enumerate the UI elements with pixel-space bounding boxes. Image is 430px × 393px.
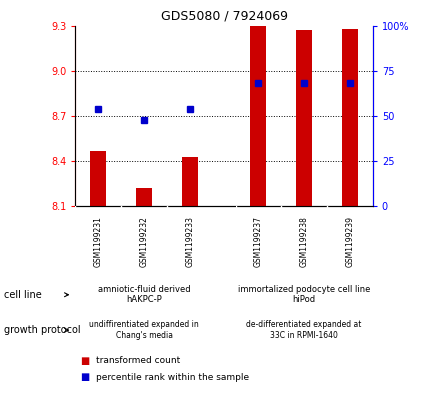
Text: amniotic-fluid derived
hAKPC-P: amniotic-fluid derived hAKPC-P (98, 285, 190, 305)
Text: ■: ■ (80, 356, 89, 366)
Text: GSM1199237: GSM1199237 (253, 216, 262, 267)
Text: GSM1199233: GSM1199233 (185, 216, 194, 267)
Bar (90, 151, 106, 206)
Text: GSM1199232: GSM1199232 (139, 216, 148, 267)
Text: de-differentiated expanded at
33C in RPMI-1640: de-differentiated expanded at 33C in RPM… (246, 320, 361, 340)
Text: percentile rank within the sample: percentile rank within the sample (96, 373, 249, 382)
Title: GDS5080 / 7924069: GDS5080 / 7924069 (160, 10, 287, 23)
Text: transformed count: transformed count (96, 356, 180, 365)
Text: cell line: cell line (4, 290, 42, 300)
Bar (341, 29, 357, 206)
Text: immortalized podocyte cell line
hiPod: immortalized podocyte cell line hiPod (237, 285, 369, 305)
Bar (295, 30, 311, 206)
Text: growth protocol: growth protocol (4, 325, 81, 335)
Text: GSM1199239: GSM1199239 (344, 216, 353, 267)
Bar (136, 188, 152, 206)
Text: GSM1199231: GSM1199231 (94, 216, 103, 267)
Text: undiffirentiated expanded in
Chang's media: undiffirentiated expanded in Chang's med… (89, 320, 199, 340)
Bar (181, 157, 197, 206)
Bar (250, 26, 266, 206)
Text: GSM1199238: GSM1199238 (299, 216, 308, 267)
Text: ■: ■ (80, 372, 89, 382)
